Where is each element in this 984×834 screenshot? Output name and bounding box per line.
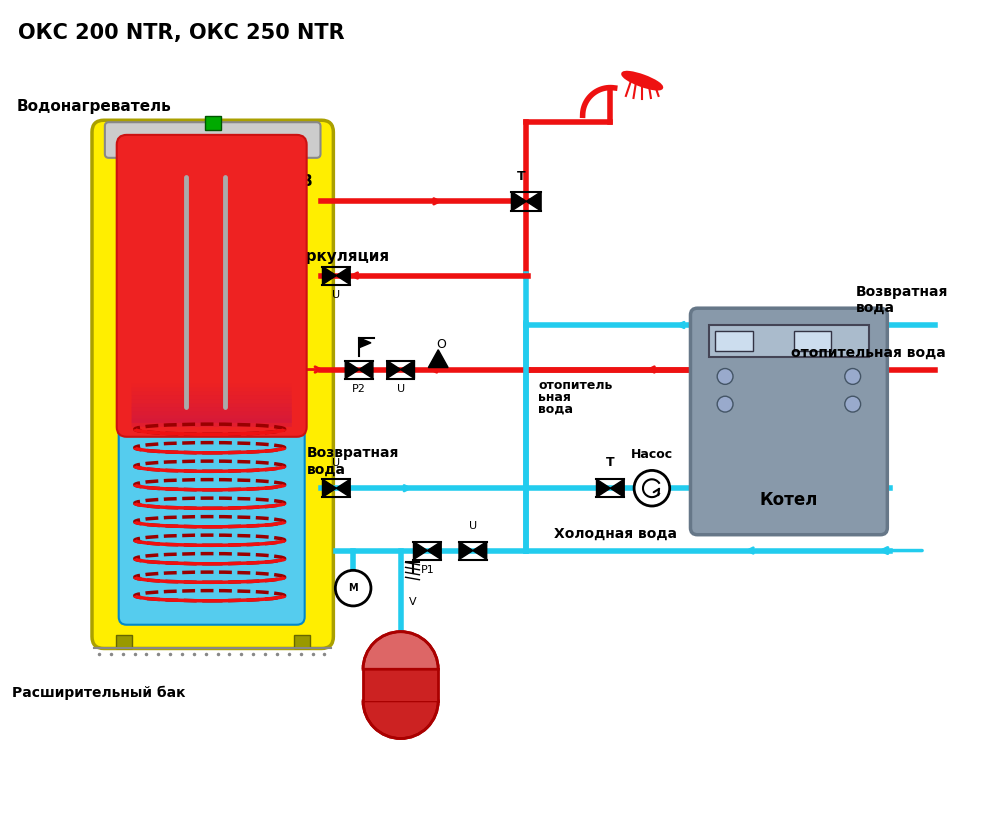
Polygon shape <box>323 480 337 497</box>
Polygon shape <box>337 480 350 497</box>
Text: P1: P1 <box>420 565 434 575</box>
Bar <box>715 331 753 351</box>
FancyBboxPatch shape <box>105 123 321 158</box>
Circle shape <box>634 470 670 506</box>
Text: U: U <box>333 290 340 300</box>
FancyBboxPatch shape <box>117 135 307 437</box>
Text: U: U <box>397 384 404 394</box>
Polygon shape <box>345 360 359 379</box>
Circle shape <box>336 570 371 606</box>
Text: Холодная вода: Холодная вода <box>554 526 677 540</box>
Bar <box>116 635 132 649</box>
Text: ОКС 200 NTR, ОКС 250 NTR: ОКС 200 NTR, ОКС 250 NTR <box>18 23 344 43</box>
FancyBboxPatch shape <box>691 309 888 535</box>
Polygon shape <box>512 192 526 211</box>
Text: Котел: Котел <box>760 491 818 509</box>
Text: Циркуляция: Циркуляция <box>282 249 390 264</box>
Text: Водонагреватель: Водонагреватель <box>17 99 171 114</box>
Bar <box>205 116 220 130</box>
Text: Насос: Насос <box>631 448 673 460</box>
Text: P2: P2 <box>352 384 366 394</box>
Text: U: U <box>468 520 477 530</box>
FancyBboxPatch shape <box>119 404 305 625</box>
Wedge shape <box>363 701 438 738</box>
Bar <box>709 325 869 357</box>
Circle shape <box>717 396 733 412</box>
Circle shape <box>717 369 733 384</box>
Text: Возвратная
вода: Возвратная вода <box>856 285 948 315</box>
Polygon shape <box>359 360 373 379</box>
Text: T: T <box>517 169 525 183</box>
FancyBboxPatch shape <box>132 419 292 427</box>
Text: Возвратная
вода: Возвратная вода <box>307 446 400 476</box>
Bar <box>794 331 831 351</box>
Polygon shape <box>413 541 427 560</box>
Polygon shape <box>323 267 337 284</box>
Text: Расширительный бак: Расширительный бак <box>12 686 185 701</box>
Polygon shape <box>610 480 624 497</box>
Circle shape <box>845 369 861 384</box>
Polygon shape <box>400 360 414 379</box>
Polygon shape <box>428 349 448 368</box>
Text: U: U <box>333 459 340 469</box>
Text: V: V <box>408 597 416 607</box>
FancyBboxPatch shape <box>132 403 292 411</box>
Text: ГТВ: ГТВ <box>282 174 314 189</box>
Bar <box>363 669 438 701</box>
Polygon shape <box>337 267 350 284</box>
FancyBboxPatch shape <box>92 120 334 649</box>
Polygon shape <box>427 541 441 560</box>
FancyBboxPatch shape <box>132 407 292 415</box>
Polygon shape <box>526 192 541 211</box>
Text: O: O <box>436 338 446 351</box>
Polygon shape <box>459 541 473 560</box>
Circle shape <box>845 396 861 412</box>
Polygon shape <box>359 338 371 348</box>
Ellipse shape <box>623 73 662 89</box>
Polygon shape <box>387 360 400 379</box>
Text: M: M <box>348 583 358 593</box>
Text: отопительная вода: отопительная вода <box>791 345 947 359</box>
FancyBboxPatch shape <box>132 411 292 419</box>
Polygon shape <box>473 541 487 560</box>
FancyBboxPatch shape <box>132 415 292 423</box>
Polygon shape <box>596 480 610 497</box>
Bar <box>294 635 310 649</box>
FancyBboxPatch shape <box>132 399 292 407</box>
Text: T: T <box>606 456 615 470</box>
Text: отопитель
ьная
вода: отопитель ьная вода <box>538 379 612 415</box>
Wedge shape <box>363 631 438 669</box>
